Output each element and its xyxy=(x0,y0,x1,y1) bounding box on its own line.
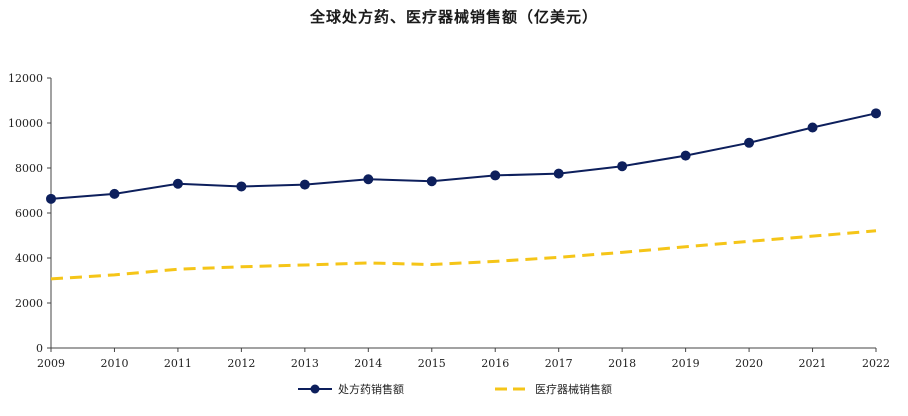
y-tick-label: 12000 xyxy=(8,72,43,85)
data-point xyxy=(299,179,310,190)
x-tick-label: 2009 xyxy=(37,357,65,370)
y-tick-label: 8000 xyxy=(15,162,43,175)
x-tick-label: 2017 xyxy=(545,357,573,370)
y-tick-label: 0 xyxy=(36,342,43,355)
data-point xyxy=(490,170,501,181)
x-tick-label: 2020 xyxy=(735,357,763,370)
series-line-2 xyxy=(50,229,877,281)
x-tick-label: 2015 xyxy=(418,357,446,370)
x-tick-label: 2016 xyxy=(481,357,509,370)
data-point xyxy=(744,137,755,148)
data-point xyxy=(553,168,564,179)
x-tick-label: 2019 xyxy=(672,357,700,370)
y-tick-label: 6000 xyxy=(15,207,43,220)
series-layer xyxy=(46,108,881,281)
x-tick-label: 2011 xyxy=(164,357,192,370)
legend-label-2: 医疗器械销售额 xyxy=(535,382,612,396)
y-tick-label: 2000 xyxy=(15,297,43,310)
legend-marker xyxy=(310,384,320,394)
y-tick-label: 10000 xyxy=(8,117,43,130)
x-tick-label: 2010 xyxy=(100,357,128,370)
chart-title: 全球处方药、医疗器械销售额（亿美元） xyxy=(309,8,598,26)
data-point xyxy=(871,108,881,119)
data-point xyxy=(109,188,120,199)
data-point xyxy=(680,150,691,161)
axes: 0 2000 4000 6000 8000 10000 12000 2009 2010 2011 2… xyxy=(8,72,890,370)
x-tick-label: 2014 xyxy=(354,357,382,370)
x-tick-label: 2012 xyxy=(227,357,255,370)
x-tick-label: 2018 xyxy=(608,357,636,370)
x-tick-label: 2022 xyxy=(862,357,890,370)
legend-label-1: 处方药销售额 xyxy=(338,382,404,396)
data-point xyxy=(46,193,56,204)
x-tick-label: 2021 xyxy=(799,357,827,370)
data-point xyxy=(236,181,247,192)
legend: 处方药销售额 医疗器械销售额 xyxy=(298,382,612,396)
y-tick-label: 4000 xyxy=(15,252,43,265)
data-point xyxy=(426,176,437,187)
x-tick-label: 2013 xyxy=(291,357,319,370)
data-point xyxy=(363,174,374,185)
data-point xyxy=(807,122,818,133)
data-point xyxy=(172,178,183,189)
series-line-1 xyxy=(50,112,877,200)
data-point xyxy=(617,161,628,172)
